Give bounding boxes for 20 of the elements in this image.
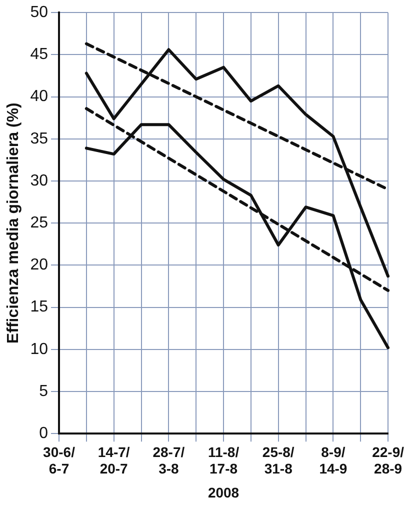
y-tick-label: 40 bbox=[30, 88, 48, 106]
x-tick-label: 28-7/ 3-8 bbox=[152, 444, 185, 477]
x-tick-label: 30-6/ 6-7 bbox=[43, 444, 76, 477]
x-tick-label: 11-8/ 17-8 bbox=[208, 444, 240, 477]
y-tick-label: 45 bbox=[30, 46, 48, 64]
y-tick-label: 0 bbox=[39, 425, 48, 442]
y-tick-label: 35 bbox=[30, 130, 48, 148]
y-tick-label: 30 bbox=[30, 172, 48, 190]
x-tick-label: 25-8/ 31-8 bbox=[262, 444, 294, 477]
y-tick-label: 10 bbox=[30, 340, 48, 358]
x-tick-label: 14-7/ 20-7 bbox=[98, 444, 130, 477]
y-axis-title: Efficienza media giornaliera (%) bbox=[5, 102, 22, 344]
x-axis-title: 2008 bbox=[208, 484, 240, 500]
y-tick-label: 5 bbox=[39, 382, 48, 400]
y-tick-label: 15 bbox=[30, 298, 48, 316]
y-tick-label: 25 bbox=[30, 214, 48, 232]
x-tick-label: 8-9/ 14-9 bbox=[319, 444, 348, 477]
y-tick-label: 20 bbox=[30, 256, 48, 274]
y-tick-label: 50 bbox=[30, 4, 48, 22]
x-tick-label: 22-9/ 28-9 bbox=[372, 444, 404, 477]
